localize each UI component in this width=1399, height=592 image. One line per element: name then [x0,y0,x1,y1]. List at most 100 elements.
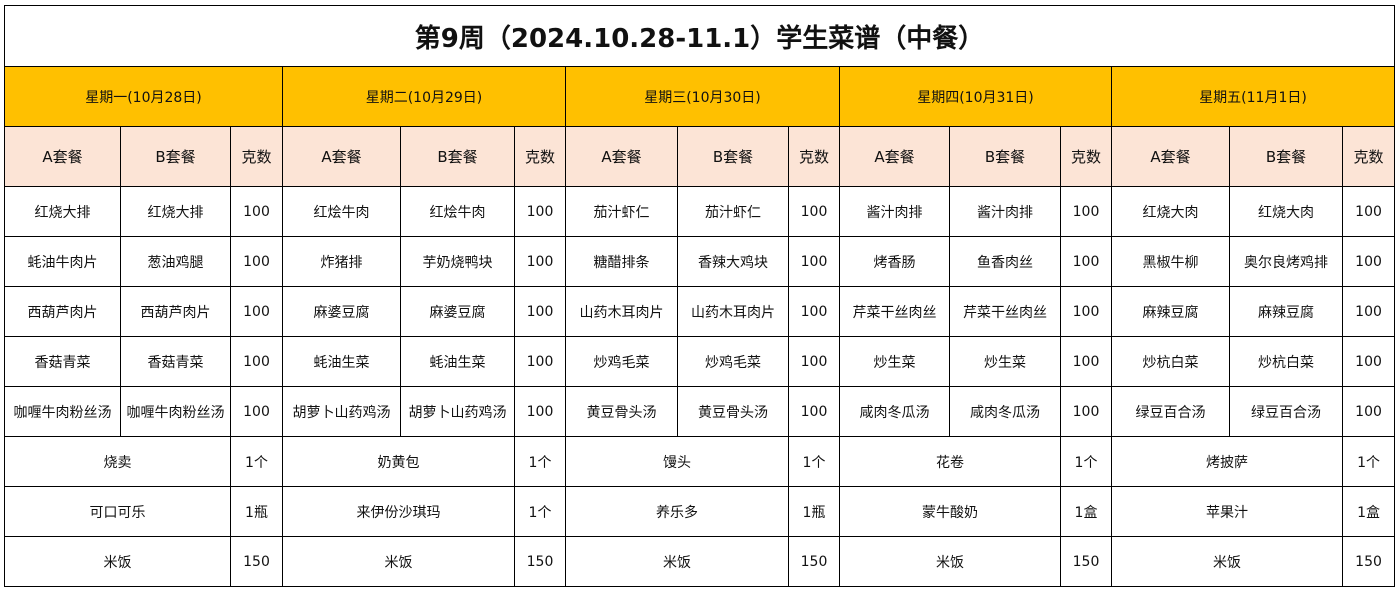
column-header: B套餐 [949,126,1061,187]
day-header-row: 星期一(10月28日) 星期二(10月29日) 星期三(10月30日) 星期四(10月… [4,66,1396,127]
dish: 黄豆骨头汤 [565,386,678,437]
extra-item: 可口可乐 [4,486,231,537]
grams: 100 [514,386,566,437]
dish: 茄汁虾仁 [677,186,789,237]
dish: 炒生菜 [949,336,1061,387]
grams: 100 [788,386,840,437]
extra-item: 奶黄包 [282,436,515,487]
title-row: 第9周（2024.10.28-11.1）学生菜谱（中餐） [3,5,1396,67]
column-header: A套餐 [839,126,950,187]
dish: 酱汁肉排 [949,186,1061,237]
grams: 100 [788,236,840,287]
grams: 100 [1341,386,1396,437]
extra-qty: 1瓶 [230,486,283,537]
extra-qty: 1个 [1060,436,1112,487]
table-body: 第9周（2024.10.28-11.1）学生菜谱（中餐） 星期一(10月28日)… [3,5,1396,587]
extra-item: 米饭 [1111,536,1343,587]
extra-item: 馒头 [565,436,789,487]
extra-qty: 1瓶 [788,486,840,537]
extra-qty: 150 [788,536,840,587]
column-header: 克数 [1341,126,1396,187]
column-header: B套餐 [677,126,789,187]
menu-table: 第9周（2024.10.28-11.1）学生菜谱（中餐） 星期一(10月28日)… [3,5,1396,587]
extra-item: 米饭 [565,536,789,587]
dish: 咸肉冬瓜汤 [949,386,1061,437]
dish: 烤香肠 [839,236,950,287]
grams: 100 [514,236,566,287]
dish: 炒鸡毛菜 [677,336,789,387]
grams: 100 [230,386,283,437]
day-label: 星期四(10月31日) [839,66,1112,127]
extra-row: 可口可乐 1瓶 来伊份沙琪玛 1个 养乐多 1瓶 蒙牛酸奶 1盒 苹果汁 1盒 [4,486,1396,537]
dish: 糖醋排条 [565,236,678,287]
grams: 100 [1060,386,1112,437]
dish: 炒生菜 [839,336,950,387]
dish: 蚝油生菜 [282,336,401,387]
extra-item: 蒙牛酸奶 [839,486,1061,537]
dish: 麻辣豆腐 [1111,286,1230,337]
column-header: A套餐 [565,126,678,187]
extra-qty: 1盒 [1341,486,1396,537]
grams: 100 [1341,236,1396,287]
dish: 蚝油牛肉片 [4,236,121,287]
extra-qty: 150 [1060,536,1112,587]
dish: 芹菜干丝肉丝 [839,286,950,337]
day-label: 星期一(10月28日) [4,66,283,127]
grams: 100 [788,186,840,237]
extra-qty: 1个 [788,436,840,487]
dish: 茄汁虾仁 [565,186,678,237]
column-header: 克数 [514,126,566,187]
dish: 红烧大排 [4,186,121,237]
extra-item: 花卷 [839,436,1061,487]
dish: 炒杭白菜 [1111,336,1230,387]
column-header: A套餐 [4,126,121,187]
extra-qty: 150 [514,536,566,587]
extra-item: 养乐多 [565,486,789,537]
dish: 麻婆豆腐 [400,286,515,337]
dish: 胡萝卜山药鸡汤 [282,386,401,437]
extra-qty: 150 [1341,536,1396,587]
extra-qty: 1个 [1341,436,1396,487]
dish: 酱汁肉排 [839,186,950,237]
extra-qty: 1个 [514,486,566,537]
grams: 100 [514,336,566,387]
dish: 红烩牛肉 [400,186,515,237]
dish: 咸肉冬瓜汤 [839,386,950,437]
dish: 红烩牛肉 [282,186,401,237]
dish: 麻婆豆腐 [282,286,401,337]
dish: 山药木耳肉片 [677,286,789,337]
extra-row: 烧卖 1个 奶黄包 1个 馒头 1个 花卷 1个 烤披萨 1个 [4,436,1396,487]
day-label: 星期二(10月29日) [282,66,566,127]
column-header: B套餐 [1229,126,1343,187]
dish-row: 香菇青菜 香菇青菜 100 蚝油生菜 蚝油生菜 100 炒鸡毛菜 炒鸡毛菜 100 炒生菜 炒生菜 1… [4,336,1396,387]
extra-item: 米饭 [839,536,1061,587]
extra-qty: 1个 [230,436,283,487]
column-header: B套餐 [120,126,231,187]
dish: 西葫芦肉片 [4,286,121,337]
column-header: B套餐 [400,126,515,187]
extra-qty: 1盒 [1060,486,1112,537]
dish: 红烧大排 [120,186,231,237]
dish: 红烧大肉 [1111,186,1230,237]
dish: 香菇青菜 [4,336,121,387]
grams: 100 [1060,336,1112,387]
dish: 西葫芦肉片 [120,286,231,337]
dish: 炸猪排 [282,236,401,287]
dish: 胡萝卜山药鸡汤 [400,386,515,437]
dish-row: 咖喱牛肉粉丝汤 咖喱牛肉粉丝汤 100 胡萝卜山药鸡汤 胡萝卜山药鸡汤 100 黄豆骨头汤黄… [4,386,1396,437]
dish: 芋奶烧鸭块 [400,236,515,287]
column-header: 克数 [1060,126,1112,187]
column-header: A套餐 [282,126,401,187]
grams: 100 [1341,336,1396,387]
dish: 香辣大鸡块 [677,236,789,287]
extra-item: 米饭 [4,536,231,587]
column-header: 克数 [230,126,283,187]
dish: 绿豆百合汤 [1229,386,1343,437]
dish: 黄豆骨头汤 [677,386,789,437]
extra-item: 米饭 [282,536,515,587]
grams: 100 [788,286,840,337]
grams: 100 [230,286,283,337]
grams: 100 [230,186,283,237]
dish: 红烧大肉 [1229,186,1343,237]
